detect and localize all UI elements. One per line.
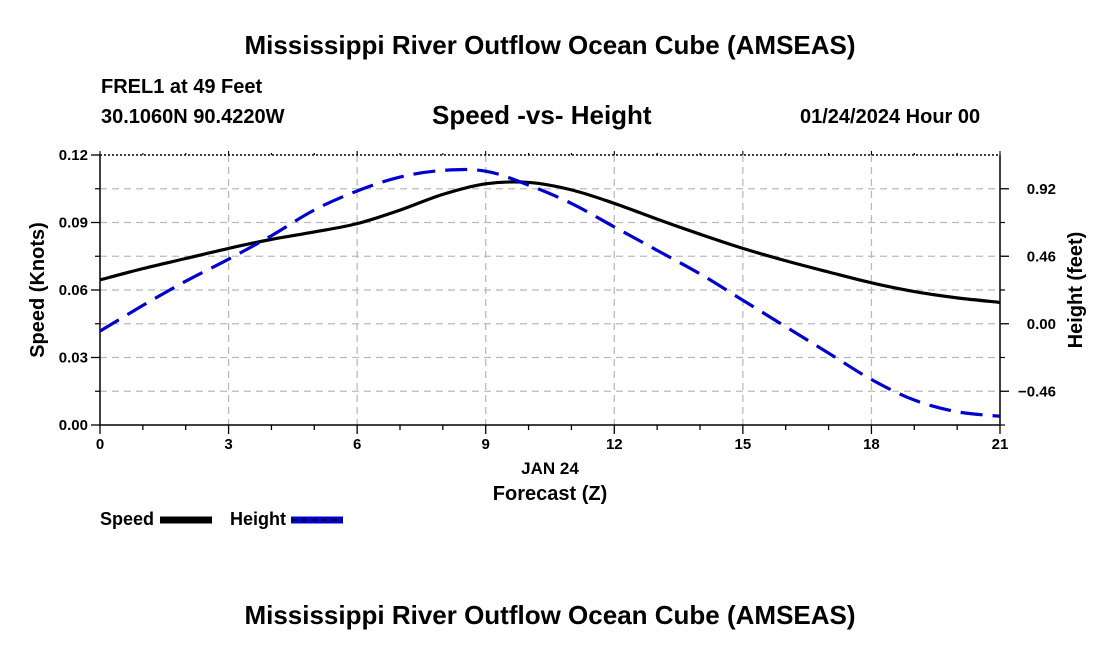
y-axis-left-label: Speed (Knots) [27, 222, 49, 358]
y-right-tick-label: 0.92 [1027, 181, 1056, 198]
tick-marks [91, 151, 1009, 434]
x-tick-label: 6 [353, 436, 361, 453]
x-axis-label: Forecast (Z) [493, 483, 607, 505]
grid-lines [100, 155, 1000, 425]
series-line-height [99, 167, 1001, 418]
x-tick-label: 21 [992, 436, 1009, 453]
x-tick-label: 15 [735, 436, 752, 453]
y-left-tick-label: 0.06 [59, 282, 88, 299]
y-left-tick-label: 0.00 [59, 417, 88, 434]
footer-title: Mississippi River Outflow Ocean Cube (AM… [244, 600, 856, 630]
y-left-tick-label: 0.12 [59, 147, 88, 164]
legend-label-speed: Speed [100, 509, 154, 529]
y-left-tick-label: 0.03 [59, 350, 88, 367]
tick-labels: 0 3 6 9 12 15 18 21 0.00 0.03 0.06 0.09 0.12 −0.46 0.0… [59, 147, 1056, 453]
y-right-tick-label: 0.46 [1027, 248, 1056, 265]
x-tick-label: 9 [482, 436, 490, 453]
forecast-date: 01/24/2024 Hour 00 [800, 106, 981, 128]
series-lines [99, 167, 1001, 418]
page-title: Mississippi River Outflow Ocean Cube (AM… [244, 30, 856, 60]
x-tick-label: 0 [96, 436, 104, 453]
y-right-tick-label: 0.00 [1027, 316, 1056, 333]
y-left-tick-label: 0.09 [59, 215, 88, 232]
series-line-speed [99, 180, 1001, 304]
x-tick-label: 18 [863, 436, 880, 453]
x-date-label: JAN 24 [521, 459, 579, 478]
legend-label-height: Height [230, 509, 286, 529]
station-name: FREL1 at 49 Feet [101, 76, 263, 98]
x-tick-label: 3 [224, 436, 232, 453]
y-right-tick-label: −0.46 [1018, 383, 1056, 400]
station-coordinates: 30.1060N 90.4220W [101, 106, 285, 128]
chart-title: Speed -vs- Height [432, 100, 652, 130]
x-tick-label: 12 [606, 436, 623, 453]
legend: Speed Height [100, 509, 343, 529]
y-axis-right-label: Height (feet) [1065, 232, 1087, 349]
